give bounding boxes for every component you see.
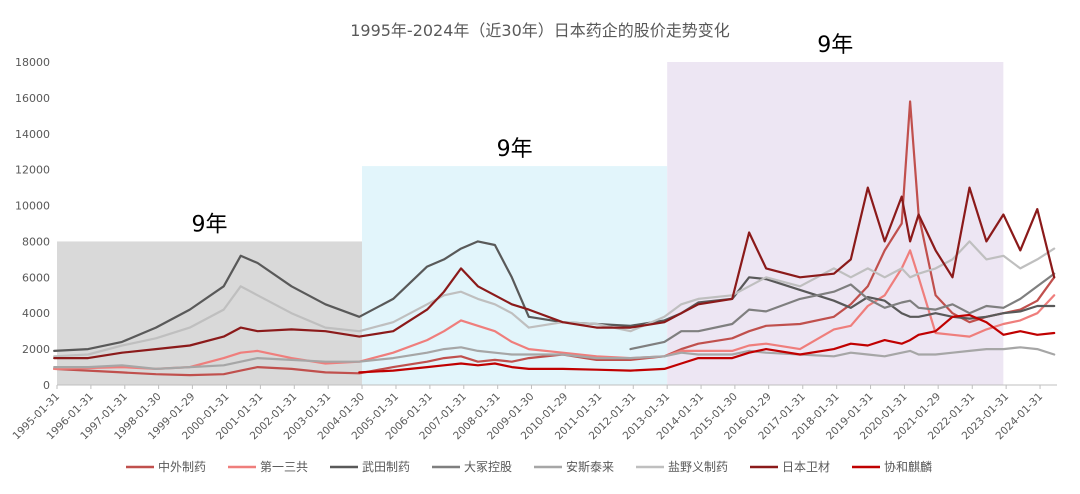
series-line-5	[53, 346, 1056, 370]
legend-entry-1: 中外制药	[158, 459, 206, 474]
period-band-1	[57, 241, 362, 385]
legend: 中外制药 第一三共 武田制药 大冢控股 安斯泰来 盐野义制药 日本卫材 协和麒麟	[126, 459, 932, 474]
y-tick-label: 14000	[15, 128, 50, 141]
series-line-8	[358, 313, 1056, 374]
period-label-1: 9年	[191, 212, 227, 237]
period-label-2: 9年	[497, 137, 533, 162]
x-axis: 1995-01-311996-01-311997-01-311998-01-30…	[10, 384, 1057, 442]
series-line-4	[629, 272, 1056, 351]
y-tick-label: 12000	[15, 164, 50, 177]
legend-entry-4: 大冢控股	[464, 460, 512, 474]
y-axis: 0 2000 4000 6000 8000 10000 12000 14000 16000 180…	[15, 56, 50, 392]
chart-title: 1995年-2024年（近30年）日本药企的股价走势变化	[350, 21, 730, 40]
y-tick-label: 18000	[15, 56, 50, 69]
legend-entry-6: 盐野义制药	[668, 460, 728, 474]
y-tick-label: 4000	[22, 307, 50, 320]
y-tick-label: 6000	[22, 271, 50, 284]
y-tick-label: 8000	[22, 235, 50, 248]
y-tick-label: 0	[43, 379, 50, 392]
period-band-3	[667, 62, 1004, 385]
legend-entry-7: 日本卫材	[782, 460, 830, 474]
y-tick-label: 10000	[15, 200, 50, 213]
legend-entry-5: 安斯泰来	[566, 459, 614, 474]
series-line-7	[53, 186, 1056, 360]
legend-entry-8: 协和麒麟	[884, 459, 932, 474]
series-lines	[53, 100, 1056, 377]
y-tick-label: 2000	[22, 343, 50, 356]
legend-entry-2: 第一三共	[260, 460, 308, 474]
period-label-3: 9年	[817, 33, 853, 58]
y-tick-label: 16000	[15, 92, 50, 105]
legend-entry-3: 武田制药	[362, 460, 410, 474]
period-band-2	[361, 166, 668, 385]
period-bands: 9年 9年 9年	[57, 33, 1004, 385]
